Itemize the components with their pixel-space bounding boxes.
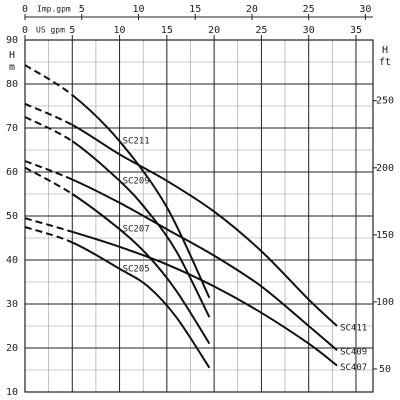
x-tick-label: 30 (303, 25, 315, 36)
curve-dashed (24, 166, 73, 195)
curve-label: SC211 (123, 137, 150, 147)
x-tick-label: 0 (22, 25, 28, 36)
curve-label: SC209 (123, 176, 150, 186)
x-tick-label: 35 (350, 25, 362, 36)
x2-tick-label: 30 (359, 4, 371, 15)
curve-label: SC207 (123, 225, 150, 235)
x-tick-label: 20 (208, 25, 220, 36)
y-tick-label: 70 (6, 123, 18, 134)
x-tick-label: 5 (69, 25, 75, 36)
y2-tick-label: 250 (376, 96, 394, 107)
curve-label: SC407 (340, 363, 367, 373)
y-tick-label: 50 (6, 211, 18, 222)
x-tick-label: 15 (161, 25, 173, 36)
x2-tick-label: 20 (246, 4, 258, 15)
curve-dashed (24, 217, 73, 233)
y2-axis-title: H (382, 45, 388, 56)
x2-axis-title: Imp.gpm (37, 5, 71, 14)
y-tick-label: 20 (6, 343, 18, 354)
y2-axis-title: ft (379, 57, 391, 68)
x2-tick-label: 0 (22, 4, 28, 15)
x2-tick-label: 5 (79, 4, 85, 15)
curve-dashed (24, 64, 73, 96)
y-tick-label: 10 (6, 387, 18, 398)
y-tick-label: 90 (6, 35, 18, 46)
y2-tick-label: 50 (379, 364, 391, 375)
curve (71, 124, 338, 327)
plot-frame (24, 39, 374, 393)
curve-dashed (24, 102, 73, 126)
curve-dashed (24, 226, 73, 244)
x-tick-label: 10 (114, 25, 126, 36)
curve-dashed (24, 160, 73, 181)
curve (71, 193, 211, 345)
curve (71, 230, 338, 367)
curve-dashed (24, 116, 73, 143)
x-tick-label: 25 (255, 25, 267, 36)
curve (71, 178, 338, 351)
y-axis-title: m (9, 62, 15, 73)
curve (71, 94, 211, 299)
x2-tick-label: 15 (189, 4, 201, 15)
curve-label: SC411 (340, 324, 367, 334)
y2-tick-label: 150 (376, 230, 394, 241)
y-tick-label: 40 (6, 255, 18, 266)
y-axis-title: H (9, 50, 15, 61)
x2-tick-label: 10 (132, 4, 144, 15)
y-tick-label: 60 (6, 167, 18, 178)
curve (71, 241, 211, 369)
y-tick-label: 30 (6, 299, 18, 310)
curve-label: SC205 (123, 264, 150, 274)
y-tick-label: 80 (6, 79, 18, 90)
y2-tick-label: 200 (376, 163, 394, 174)
x2-tick-label: 25 (303, 4, 315, 15)
curve-label: SC409 (340, 348, 367, 358)
y2-tick-label: 100 (376, 297, 394, 308)
x-axis-title: US gpm (36, 26, 65, 35)
